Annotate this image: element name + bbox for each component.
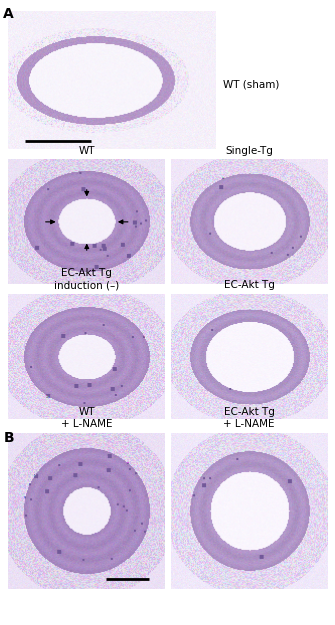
Text: WT (sham): WT (sham)	[223, 79, 279, 89]
Text: EC-Akt Tg
induction (–): EC-Akt Tg induction (–)	[54, 268, 119, 290]
Text: A: A	[3, 8, 14, 21]
Text: WT
+ L-NAME: WT + L-NAME	[61, 407, 113, 429]
Text: EC-Akt Tg
+ L-NAME: EC-Akt Tg + L-NAME	[223, 407, 275, 429]
Text: EC-Akt Tg: EC-Akt Tg	[224, 280, 275, 290]
Text: Single-Tg: Single-Tg	[225, 146, 273, 156]
Text: WT: WT	[78, 146, 95, 156]
Text: B: B	[3, 431, 14, 445]
